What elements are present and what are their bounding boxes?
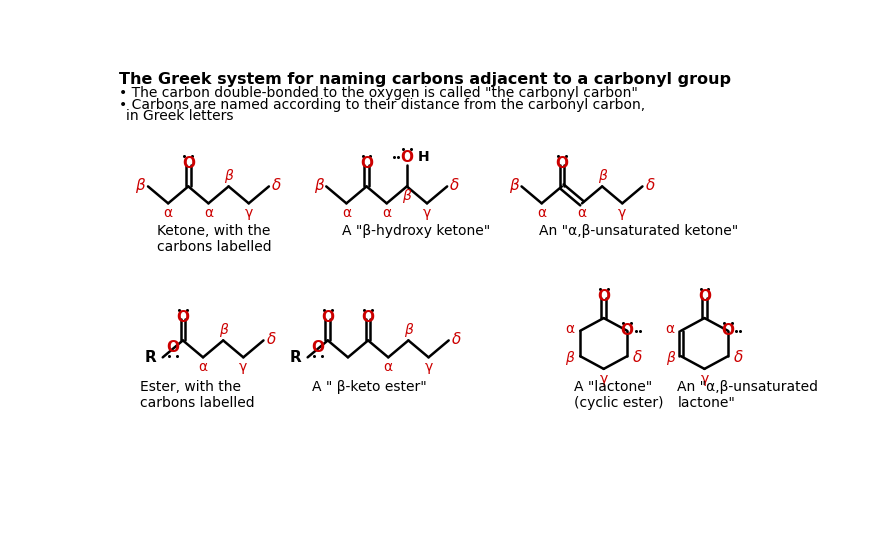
Text: O: O <box>362 310 375 325</box>
Text: α: α <box>665 322 675 336</box>
Text: The Greek system for naming carbons adjacent to a carbonyl group: The Greek system for naming carbons adja… <box>119 73 731 87</box>
Text: O: O <box>400 150 413 165</box>
Text: O: O <box>721 323 734 339</box>
Text: A "lactone"
(cyclic ester): A "lactone" (cyclic ester) <box>574 379 663 410</box>
Text: γ: γ <box>245 206 253 219</box>
Text: O: O <box>597 289 610 304</box>
Text: β: β <box>598 169 607 183</box>
Text: α: α <box>384 360 392 373</box>
Text: β: β <box>666 351 675 365</box>
Text: β: β <box>404 323 413 337</box>
Text: β: β <box>402 189 412 203</box>
Text: • The carbon double-bonded to the oxygen is called "the carbonyl carbon": • The carbon double-bonded to the oxygen… <box>119 86 637 99</box>
Text: α: α <box>382 206 392 219</box>
Text: O: O <box>322 310 334 325</box>
Text: O: O <box>166 340 179 355</box>
Text: γ: γ <box>239 360 247 373</box>
Text: O: O <box>698 289 711 304</box>
Text: in Greek letters: in Greek letters <box>127 109 234 123</box>
Text: α: α <box>342 206 351 219</box>
Text: α: α <box>163 206 173 219</box>
Text: O: O <box>182 156 195 171</box>
Text: Ester, with the
carbons labelled: Ester, with the carbons labelled <box>140 379 255 410</box>
Text: γ: γ <box>425 360 433 373</box>
Text: β: β <box>224 169 233 183</box>
Text: δ: δ <box>452 332 461 347</box>
Text: H: H <box>418 150 429 164</box>
Text: A " β-keto ester": A " β-keto ester" <box>312 379 427 394</box>
Text: R: R <box>289 350 302 365</box>
Text: O: O <box>555 156 568 171</box>
Text: O: O <box>311 340 324 355</box>
Text: An "α,β-unsaturated ketone": An "α,β-unsaturated ketone" <box>539 224 739 238</box>
Text: O: O <box>177 310 190 325</box>
Text: β: β <box>565 351 574 365</box>
Text: α: α <box>538 206 546 219</box>
Text: α: α <box>204 206 213 219</box>
Text: α: α <box>198 360 208 373</box>
Text: β: β <box>509 178 518 193</box>
Text: O: O <box>621 323 634 339</box>
Text: δ: δ <box>272 178 281 193</box>
Text: Ketone, with the
carbons labelled: Ketone, with the carbons labelled <box>157 224 272 254</box>
Text: δ: δ <box>450 178 460 193</box>
Text: δ: δ <box>646 178 655 193</box>
Text: δ: δ <box>267 332 276 347</box>
Text: γ: γ <box>600 372 607 386</box>
Text: A "β-hydroxy ketone": A "β-hydroxy ketone" <box>342 224 490 238</box>
Text: γ: γ <box>618 206 627 219</box>
Text: β: β <box>314 178 323 193</box>
Text: An "α,β-unsaturated
lactone": An "α,β-unsaturated lactone" <box>677 379 818 410</box>
Text: O: O <box>360 156 373 171</box>
Text: R: R <box>144 350 156 365</box>
Text: δ: δ <box>633 350 642 365</box>
Text: • Carbons are named according to their distance from the carbonyl carbon,: • Carbons are named according to their d… <box>119 98 645 112</box>
Text: δ: δ <box>733 350 743 365</box>
Text: α: α <box>565 322 574 336</box>
Text: α: α <box>578 206 586 219</box>
Text: γ: γ <box>700 372 709 386</box>
Text: β: β <box>135 178 145 193</box>
Text: γ: γ <box>423 206 431 219</box>
Text: β: β <box>218 323 227 337</box>
